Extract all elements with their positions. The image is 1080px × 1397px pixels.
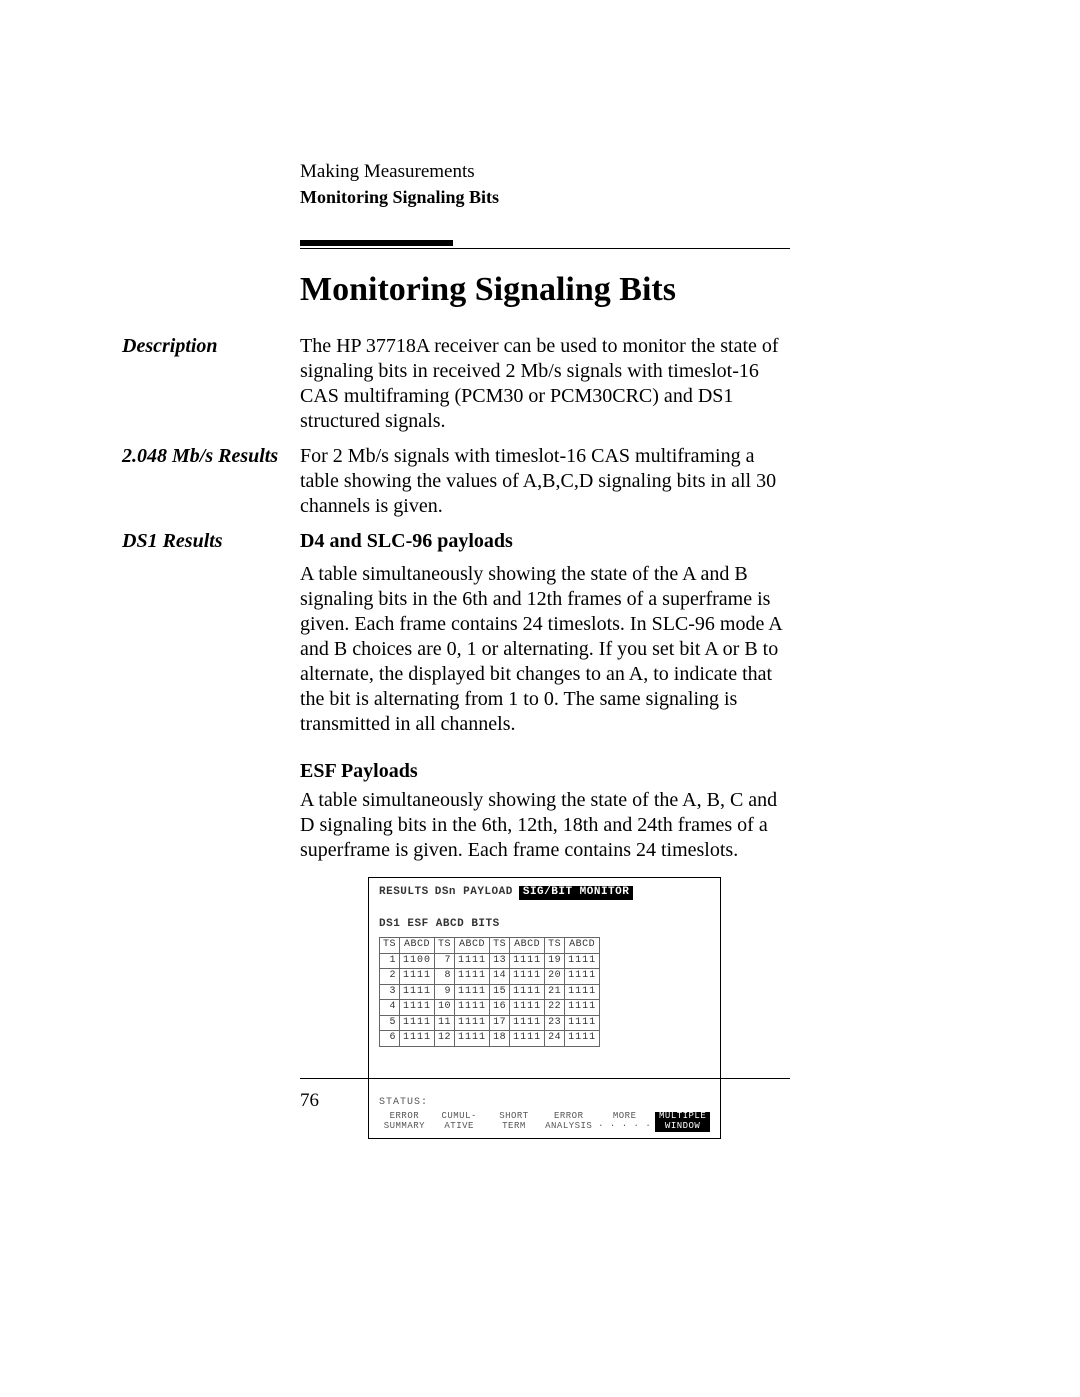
rate-label: 2.048 Mb/s Results — [122, 444, 300, 469]
document-page: Making Measurements Monitoring Signaling… — [0, 0, 1080, 1397]
description-row: Description The HP 37718A receiver can b… — [122, 334, 790, 440]
instrument-subline: DS1 ESF ABCD BITS — [379, 918, 710, 932]
ds1-sub1-body: A table simultaneously showing the state… — [300, 562, 790, 737]
ds1-sub1-head: D4 and SLC-96 payloads — [300, 529, 790, 554]
softkey: ERROR ANALYSIS — [543, 1112, 594, 1132]
ds1-sub2-body: ESF Payloads A table simultaneously show… — [300, 759, 790, 863]
instrument-mode-rev: SIG/BIT MONITOR — [519, 886, 634, 900]
softkey: ERROR SUMMARY — [379, 1112, 430, 1132]
ds1-row: DS1 Results D4 and SLC-96 payloads — [122, 529, 790, 558]
page-title: Monitoring Signaling Bits — [300, 269, 790, 312]
ds1-label: DS1 Results — [122, 529, 300, 554]
timeslot-table: TSABCDTSABCDTSABCDTSABCD1110071111131111… — [379, 937, 600, 1047]
section-rule — [300, 240, 790, 249]
description-label: Description — [122, 334, 300, 359]
instrument-payload-label: DSn PAYLOAD — [435, 886, 513, 900]
instrument-topline: RESULTS DSn PAYLOAD SIG/BIT MONITOR — [379, 886, 710, 900]
instrument-results-label: RESULTS — [379, 886, 429, 900]
ds1-sub1-text: A table simultaneously showing the state… — [300, 562, 790, 737]
instrument-screenshot: RESULTS DSn PAYLOAD SIG/BIT MONITOR DS1 … — [368, 877, 721, 1139]
softkey-row: ERROR SUMMARYCUMUL- ATIVESHORT TERMERROR… — [379, 1112, 710, 1132]
page-number: 76 — [300, 1089, 319, 1113]
softkey: MORE · · · · · — [598, 1112, 651, 1132]
ds1-sub2-head: ESF Payloads — [300, 759, 790, 784]
running-head: Making Measurements Monitoring Signaling… — [300, 160, 790, 208]
instrument-status: STATUS: ERROR SUMMARYCUMUL- ATIVESHORT T… — [379, 1097, 710, 1131]
rate-text: For 2 Mb/s signals with timeslot-16 CAS … — [300, 444, 790, 519]
instrument-frame: RESULTS DSn PAYLOAD SIG/BIT MONITOR DS1 … — [368, 877, 721, 1139]
softkey: MULTIPLE WINDOW — [655, 1112, 710, 1132]
description-text: The HP 37718A receiver can be used to mo… — [300, 334, 790, 434]
status-label: STATUS: — [379, 1097, 710, 1110]
rate-row: 2.048 Mb/s Results For 2 Mb/s signals wi… — [122, 444, 790, 525]
ds1-sub2-text: A table simultaneously showing the state… — [300, 788, 790, 863]
softkey: SHORT TERM — [489, 1112, 540, 1132]
running-section: Monitoring Signaling Bits — [300, 186, 790, 209]
footer-rule — [300, 1078, 790, 1079]
running-chapter: Making Measurements — [300, 160, 790, 184]
softkey: CUMUL- ATIVE — [434, 1112, 485, 1132]
